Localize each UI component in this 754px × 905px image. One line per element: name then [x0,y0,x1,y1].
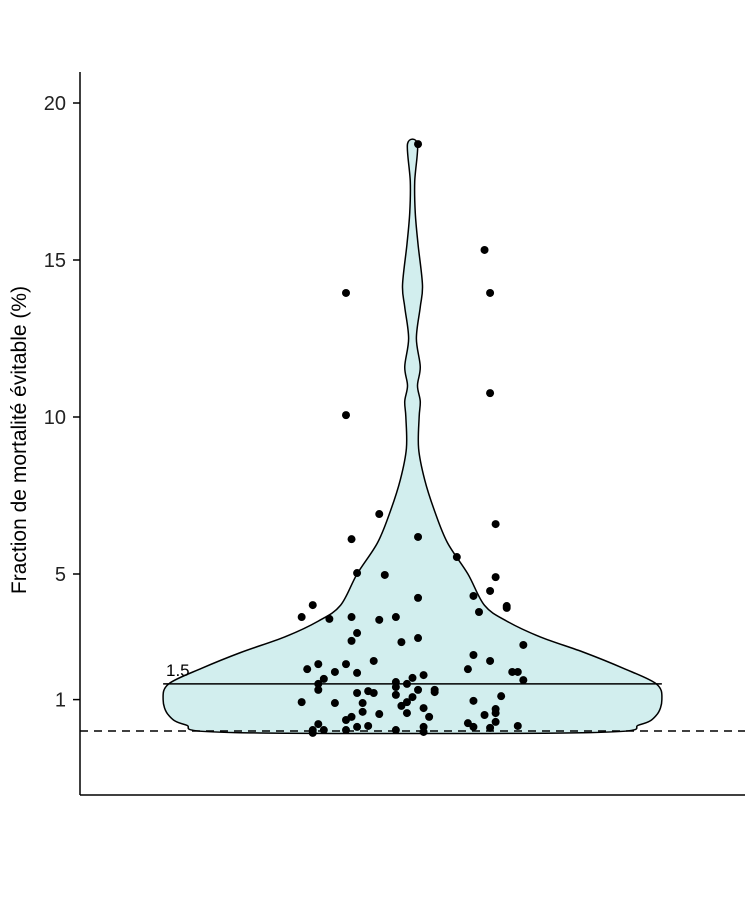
data-point [502,603,511,612]
data-point [314,679,323,688]
data-point [342,660,350,669]
data-point [347,712,356,721]
data-point [419,671,428,680]
data-point [330,699,339,708]
data-point [347,613,356,622]
data-point [414,593,423,602]
data-point [347,636,356,645]
data-point [513,667,522,676]
data-point [308,728,317,737]
data-point [414,532,423,541]
data-point [297,698,306,707]
data-point [402,679,411,688]
data-point [414,685,423,694]
data-point [391,683,400,692]
y-tick-label: 5 [55,564,66,586]
data-point [330,667,339,676]
data-point [452,553,461,562]
y-tick-label: 1 [55,690,66,712]
y-axis-label: Fraction de mortalité évitable (%) [8,286,31,594]
data-point [397,701,406,710]
data-point [342,411,350,420]
data-point [491,717,500,726]
data-point [319,726,328,735]
reference-line-label: 1.5 [166,661,190,680]
data-point [408,673,417,682]
data-point [469,651,478,660]
data-point [353,569,362,578]
data-point [347,535,356,544]
data-point [358,707,367,716]
data-point [469,722,478,731]
data-point [491,520,500,529]
data-point [486,723,495,732]
data-point [380,570,389,579]
data-point [375,615,384,624]
data-point [491,573,500,582]
data-point [463,665,472,674]
data-point [369,689,378,698]
data-point [353,668,362,677]
data-point [342,288,350,297]
data-point [408,693,417,702]
data-point [397,638,406,647]
data-point [414,634,423,643]
data-point [414,140,423,149]
data-point [486,656,495,665]
data-point [375,710,384,719]
data-point [486,288,495,297]
y-tick-label: 15 [44,250,66,272]
data-point [486,586,495,595]
data-point [419,704,428,713]
data-point [486,389,495,398]
data-point [480,710,489,719]
data-point [353,722,362,731]
data-point [303,665,312,674]
data-point [375,510,384,519]
data-point [325,614,334,623]
data-point [425,712,434,721]
data-point [519,676,528,685]
data-point [308,601,317,610]
data-point [513,721,522,730]
data-point [475,607,483,616]
data-point [353,629,362,638]
data-point [314,685,323,694]
data-point [369,656,378,665]
data-point [430,688,439,697]
data-point [364,721,373,730]
data-point [508,667,517,676]
data-point [391,613,400,622]
data-point [402,709,411,718]
data-point [391,726,400,735]
data-point [358,699,367,708]
data-point [353,689,362,698]
data-point [419,727,428,736]
data-point [469,591,478,600]
data-point [342,726,350,735]
data-point [469,696,478,705]
data-point [480,245,489,254]
violin-shape [162,138,663,735]
data-point [497,692,506,701]
data-point [314,720,323,729]
y-tick-label: 20 [44,93,66,115]
y-tick-label: 10 [44,407,66,429]
data-point [319,674,328,683]
data-point [391,690,400,699]
data-point [314,660,323,669]
data-point [297,613,306,622]
data-point [491,709,500,718]
data-point [519,640,528,649]
